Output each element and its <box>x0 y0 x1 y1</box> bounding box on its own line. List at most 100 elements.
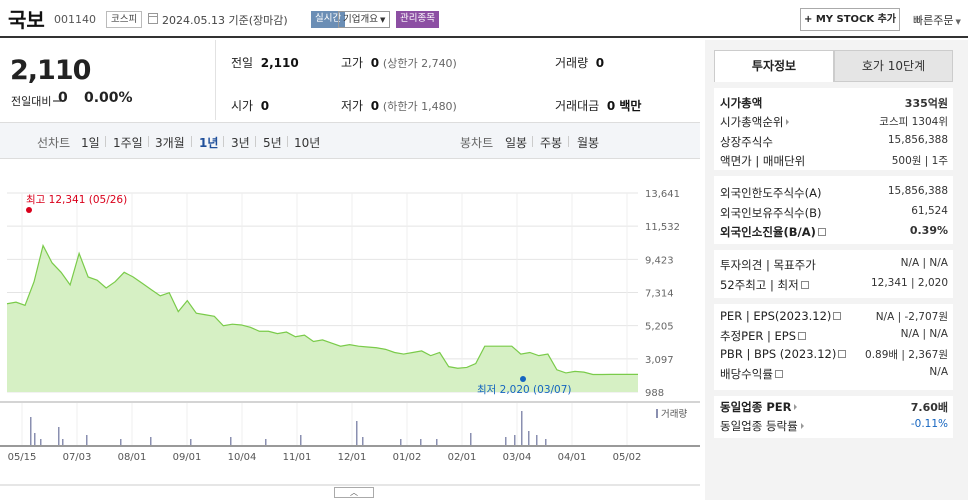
help-icon[interactable] <box>833 312 842 320</box>
tab-order-book[interactable]: 호가 10단계 <box>834 50 953 82</box>
tab-10year[interactable]: 10년 <box>294 136 321 150</box>
market-cap-box <box>714 88 953 170</box>
estimated-per-eps: 추정PER | EPS N/A | N/A <box>720 328 948 343</box>
x-tick-label: 09/01 <box>173 452 202 463</box>
price-area <box>7 245 638 392</box>
tab-monthly[interactable]: 월봉 <box>577 136 600 150</box>
stock-name: 국보 <box>8 8 45 32</box>
volume-bar <box>40 439 42 445</box>
help-icon[interactable] <box>817 228 826 236</box>
open-price: 시가 0 <box>231 99 270 113</box>
volume-bar <box>400 439 402 445</box>
volume-bar <box>528 431 530 445</box>
help-icon[interactable] <box>798 332 807 340</box>
x-tick-label: 12/01 <box>338 452 367 463</box>
calendar-icon <box>148 13 158 24</box>
volume-bar <box>521 411 523 445</box>
volume-bar <box>470 433 472 445</box>
divider <box>568 136 569 147</box>
price-chart-svg: 13,641 11,532 9,423 7,314 5,205 3,097 988 05/15… <box>0 189 700 486</box>
current-price: 2,110 <box>10 55 91 86</box>
volume-bar <box>30 417 32 445</box>
tab-daily[interactable]: 일봉 <box>505 136 528 150</box>
volume-bar <box>230 437 232 445</box>
tab-3year[interactable]: 3년 <box>231 136 250 150</box>
x-tick-label: 04/01 <box>558 452 587 463</box>
y-tick-label: 5,205 <box>645 322 674 333</box>
prev-close: 전일 2,110 <box>231 56 299 70</box>
volume-bar <box>265 439 267 445</box>
foreign-ratio: 외국인소진율(B/A) 0.39% <box>720 224 948 239</box>
flat-icon <box>53 100 62 102</box>
stock-header: 국보 001140 코스피 2024.05.13 기준(장마감) 실시간 기업개… <box>0 0 968 38</box>
arrow-right-icon[interactable] <box>800 423 804 429</box>
tab-line-chart[interactable]: 선차트 <box>37 136 71 150</box>
y-tick-label: 13,641 <box>645 189 680 200</box>
realtime-button[interactable]: 실시간 <box>311 11 346 28</box>
quick-order-link[interactable]: 빠른주문 ▼ <box>913 14 961 27</box>
low-price: 저가 0 (하한가 1,480) <box>341 99 457 113</box>
sector-per: 동일업종 PER 7.60배 <box>720 400 948 414</box>
dropdown-arrow-icon: ▼ <box>379 16 386 24</box>
investment-opinion: 투자의견 | 목표주가 N/A | N/A <box>720 257 948 272</box>
help-icon[interactable] <box>838 350 847 358</box>
market-cap-rank: 시가총액순위 코스피 1304위 <box>720 115 948 129</box>
volume-bar <box>62 439 64 445</box>
volume-bar <box>356 421 358 445</box>
divider <box>148 136 149 147</box>
max-marker <box>26 207 32 213</box>
volume-bar <box>86 435 88 445</box>
x-tick-label: 11/01 <box>283 452 312 463</box>
volume-bar <box>150 437 152 445</box>
volume-bar <box>362 437 364 445</box>
divider <box>255 136 256 147</box>
x-tick-label: 03/04 <box>503 452 532 463</box>
volume-bar <box>545 439 547 445</box>
help-icon[interactable] <box>774 370 783 378</box>
quote-date: 2024.05.13 기준(장마감) <box>162 14 288 27</box>
tab-1day[interactable]: 1일 <box>81 136 100 150</box>
tab-candle-chart[interactable]: 봉차트 <box>460 136 494 150</box>
dividend-yield: 배당수익률 N/A <box>720 366 948 381</box>
change-value: 0 <box>58 90 68 106</box>
market-badge: 코스피 <box>106 11 143 28</box>
trade-amount: 거래대금 0 백만 <box>555 99 642 113</box>
tab-1week[interactable]: 1주일 <box>113 136 143 150</box>
change-percent: 0.00% <box>84 90 133 106</box>
divider <box>105 136 106 147</box>
sector-box <box>714 396 953 438</box>
x-tick-label: 01/02 <box>393 452 422 463</box>
tab-5year[interactable]: 5년 <box>263 136 282 150</box>
managed-stock-badge[interactable]: 관리종목 <box>396 11 439 28</box>
y-tick-label: 9,423 <box>645 255 674 266</box>
market-cap: 시가총액 335억원 <box>720 96 948 110</box>
chart-collapse-button[interactable]: ︿ <box>334 487 374 498</box>
stock-code: 001140 <box>54 13 96 26</box>
x-tick-label: 05/15 <box>8 452 37 463</box>
company-overview-dropdown[interactable]: 기업개요 ▼ <box>338 11 391 28</box>
volume-bar <box>34 433 36 445</box>
y-tick-label: 3,097 <box>645 355 674 366</box>
divider <box>223 136 224 147</box>
help-icon[interactable] <box>800 281 809 289</box>
per-eps: PER | EPS(2023.12) N/A | -2,707원 <box>720 309 948 323</box>
volume-bar <box>505 437 507 445</box>
tab-investment-info[interactable]: 투자정보 <box>714 50 834 82</box>
divider <box>287 136 288 147</box>
add-my-stock-button[interactable]: + MY STOCK 추가 <box>800 8 900 31</box>
volume-bar <box>190 439 192 445</box>
tab-3month[interactable]: 3개월 <box>155 136 185 150</box>
tab-1year[interactable]: 1년 <box>199 136 219 150</box>
chart-period-tabs: 선차트 1일 1주일 3개월 1년 3년 5년 10년 봉차트 일봉 주봉 월봉 <box>0 123 700 159</box>
volume-bar <box>58 427 60 445</box>
volume-bar <box>514 435 516 445</box>
tab-weekly[interactable]: 주봉 <box>540 136 563 150</box>
volume-legend: 거래량 <box>656 406 687 420</box>
x-tick-label: 10/04 <box>228 452 257 463</box>
min-marker <box>520 376 526 382</box>
sector-change: 동일업종 등락률 -0.11% <box>720 418 948 433</box>
arrow-right-icon[interactable] <box>794 404 798 410</box>
arrow-right-icon <box>786 119 790 125</box>
change-label: 전일대비 <box>11 93 62 109</box>
price-chart: 13,641 11,532 9,423 7,314 5,205 3,097 988 05/15… <box>0 160 700 500</box>
